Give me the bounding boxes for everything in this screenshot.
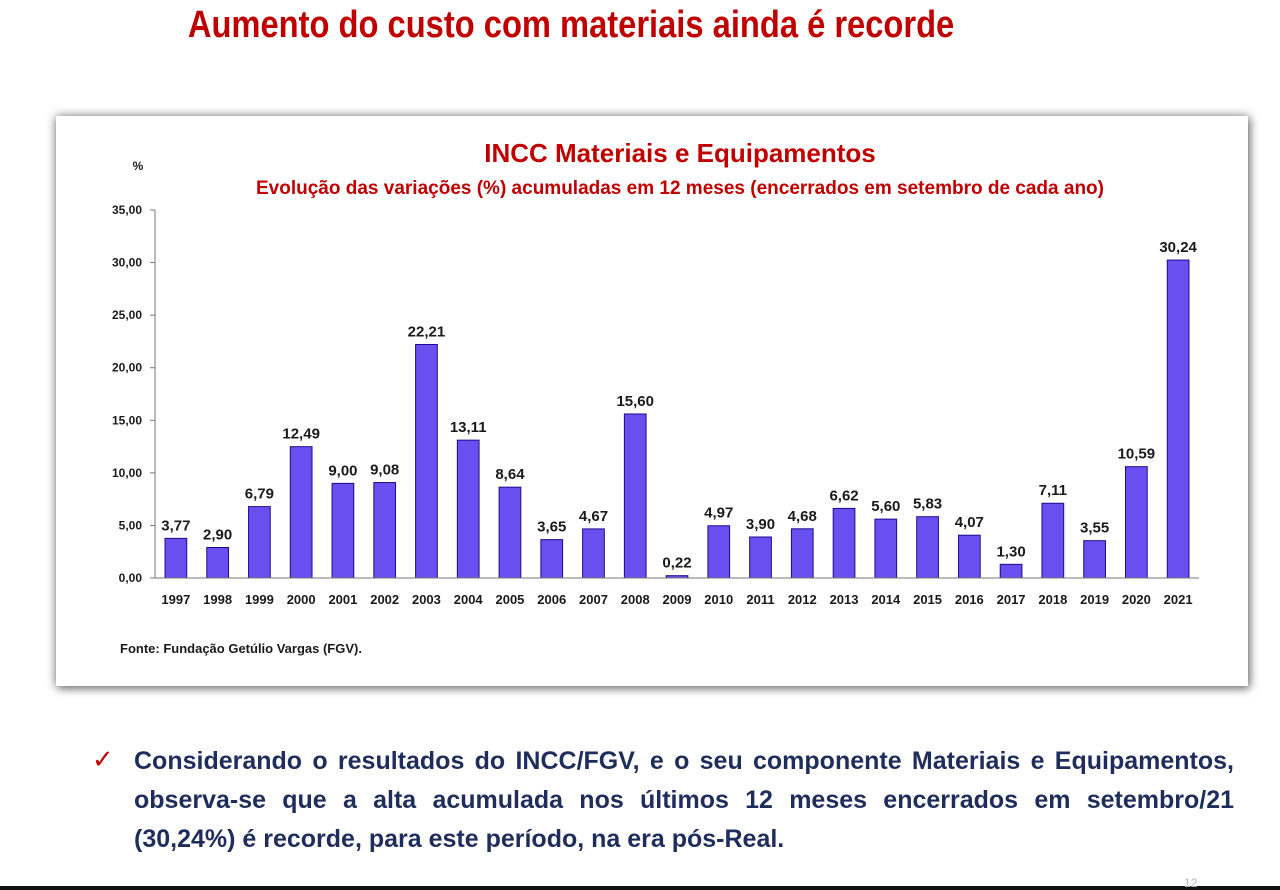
- y-tick-label: 30,00: [112, 256, 142, 270]
- data-label-2018: 7,11: [1039, 482, 1067, 499]
- x-tick-label: 2019: [1080, 592, 1109, 607]
- chart-title: INCC Materiais e Equipamentos: [484, 138, 876, 168]
- bar-2016: [957, 534, 981, 579]
- page-number: 12: [1184, 876, 1198, 890]
- x-tick-label: 2003: [412, 592, 441, 607]
- x-axis: 1997 1998 1999 2000 2001 2002 2003 2004 2005 2006…: [155, 577, 1199, 607]
- bar-2019: [1083, 540, 1106, 579]
- x-tick-label: 1997: [161, 592, 190, 607]
- conclusion-text: Considerando o resultados do INCC/FGV, e…: [134, 747, 1234, 853]
- y-tick-label: 20,00: [112, 361, 142, 375]
- x-tick-label: 2009: [663, 592, 692, 607]
- bar-2020: [1125, 466, 1148, 579]
- x-tick-label: 2006: [537, 592, 566, 607]
- x-tick-label: 2002: [370, 592, 399, 607]
- data-label-2007: 4,67: [579, 508, 608, 525]
- x-tick-label: 2005: [495, 592, 524, 607]
- x-tick-label: 2017: [997, 592, 1026, 607]
- x-tick-label: 2018: [1038, 592, 1067, 607]
- data-label-2011: 3,90: [746, 516, 775, 533]
- bar-1998: [206, 547, 229, 579]
- bar-2018: [1041, 502, 1065, 579]
- chart-subtitle: Evolução das variações (%) acumuladas em…: [256, 178, 1104, 199]
- y-axis-unit-label: %: [133, 159, 144, 173]
- x-tick-label: 2004: [454, 592, 484, 607]
- x-tick-label: 2001: [328, 592, 357, 607]
- x-tick-label: 2016: [955, 592, 984, 607]
- x-tick-label: 2021: [1164, 592, 1193, 607]
- data-label-2012: 4,68: [788, 508, 817, 525]
- data-label-2020: 10,59: [1118, 446, 1156, 463]
- bar-2014: [874, 518, 898, 579]
- checkmark-icon: ✓: [92, 744, 114, 774]
- y-tick-label: 25,00: [112, 308, 142, 322]
- data-label-2016: 4,07: [955, 514, 984, 531]
- data-label-2005: 8,64: [495, 466, 525, 483]
- y-tick-label: 5,00: [119, 518, 143, 532]
- data-label-2017: 1,30: [996, 543, 1025, 560]
- data-label-1997: 3,77: [161, 517, 190, 534]
- y-axis: 0,00 5,00 10,00 15,00 20,00 25,00 30,00 35,00: [112, 203, 156, 585]
- bar-1997: [164, 537, 188, 579]
- x-tick-label: 2010: [704, 592, 733, 607]
- bar-2015: [916, 516, 939, 579]
- bottom-divider: [0, 886, 1280, 890]
- data-label-2000: 12,49: [282, 426, 320, 443]
- source-note: Fonte: Fundação Getúlio Vargas (FGV).: [120, 641, 362, 656]
- data-label-2006: 3,65: [537, 519, 566, 536]
- x-tick-label: 2007: [579, 592, 608, 607]
- bar-2002: [373, 482, 397, 579]
- data-label-2003: 22,21: [408, 323, 446, 340]
- bar-2017: [999, 563, 1023, 579]
- data-label-2002: 9,08: [370, 462, 399, 479]
- x-tick-label: 2013: [830, 592, 859, 607]
- bar-2001: [331, 482, 355, 579]
- x-tick-label: 1999: [245, 592, 274, 607]
- x-tick-label: 2012: [788, 592, 817, 607]
- bar-2012: [790, 528, 814, 579]
- data-label-2009: 0,22: [662, 555, 691, 572]
- data-label-2004: 13,11: [450, 419, 487, 436]
- bar-2021: [1166, 259, 1190, 579]
- bar-2013: [832, 507, 856, 579]
- bar-2008: [623, 413, 647, 579]
- bar-2005: [498, 486, 522, 579]
- y-tick-label: 35,00: [112, 203, 142, 217]
- x-tick-label: 2000: [287, 592, 316, 607]
- bar-2007: [582, 528, 605, 579]
- x-tick-label: 1998: [203, 592, 232, 607]
- data-label-1999: 6,79: [245, 486, 274, 503]
- data-label-1998: 2,90: [203, 527, 232, 544]
- bar-2004: [456, 439, 480, 579]
- bar-1999: [248, 506, 271, 579]
- data-label-2015: 5,83: [913, 496, 942, 513]
- x-tick-label: 2011: [746, 592, 774, 607]
- data-label-2013: 6,62: [829, 487, 858, 504]
- bar-2003: [415, 343, 438, 579]
- data-label-2010: 4,97: [704, 505, 733, 522]
- y-tick-label: 15,00: [112, 413, 142, 427]
- data-label-2001: 9,00: [328, 462, 357, 479]
- x-tick-label: 2020: [1122, 592, 1151, 607]
- x-tick-label: 2015: [913, 592, 942, 607]
- y-tick-label: 0,00: [119, 571, 143, 585]
- bars: 3,77 2,90 6,79 12,49 9,00 9,08 22,21 13,11 8,64 3…: [161, 239, 1198, 579]
- bar-chart: INCC Materiais e Equipamentos Evolução d…: [112, 138, 1199, 656]
- y-tick-label: 10,00: [112, 466, 142, 480]
- x-tick-label: 2014: [871, 592, 901, 607]
- data-label-2019: 3,55: [1080, 520, 1109, 537]
- data-label-2021: 30,24: [1159, 239, 1197, 256]
- bar-2010: [707, 525, 731, 579]
- x-tick-label: 2008: [621, 592, 650, 607]
- data-label-2014: 5,60: [871, 498, 900, 515]
- bar-2011: [749, 536, 772, 579]
- chart-card: INCC Materiais e Equipamentos Evolução d…: [56, 116, 1248, 686]
- data-label-2008: 15,60: [616, 393, 654, 410]
- slide-title: Aumento do custo com materiais ainda é r…: [187, 4, 955, 46]
- bar-2006: [540, 539, 564, 579]
- bar-2000: [289, 446, 313, 579]
